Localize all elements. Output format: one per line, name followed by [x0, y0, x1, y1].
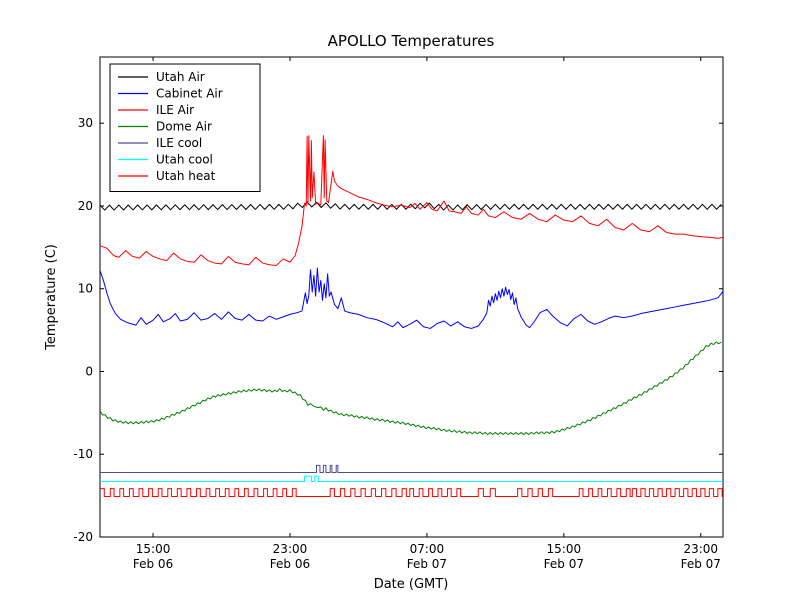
legend-box: [109, 63, 261, 192]
series-line-ile-cool: [100, 464, 723, 473]
x-tick-time: 23:00: [683, 542, 718, 556]
y-tick-label: 10: [78, 282, 93, 296]
legend-label-utah-heat: Utah heat: [156, 169, 216, 183]
x-tick-date: Feb 07: [681, 557, 721, 571]
series-line-cabinet-air: [99, 267, 724, 329]
y-tick-label: 30: [78, 116, 93, 130]
series-line-utah-air: [99, 201, 722, 211]
y-tick-label: -10: [73, 447, 93, 461]
legend-label-ile-cool: ILE cool: [156, 136, 202, 150]
legend: Utah Air Cabinet Air ILE Air Dome Air ILE co…: [109, 63, 261, 192]
series-line-utah-heat: [100, 488, 723, 497]
x-tick-time: 15:00: [136, 542, 171, 556]
series-line-utah-cool: [100, 475, 723, 483]
x-tick-time: 23:00: [273, 542, 308, 556]
x-tick-time: 15:00: [547, 542, 582, 556]
series-line-ile-air: [99, 135, 724, 267]
x-tick-time: 07:00: [410, 542, 445, 556]
y-tick-label: 0: [85, 364, 93, 378]
legend-label-dome-air: Dome Air: [156, 120, 212, 134]
legend-label-utah-cool: Utah cool: [156, 153, 213, 167]
chart-title: APOLLO Temperatures: [328, 32, 495, 50]
legend-label-cabinet-air: Cabinet Air: [156, 87, 223, 101]
y-tick-label: 20: [78, 199, 93, 213]
plot-frame: [99, 56, 724, 538]
y-tick-label: -20: [73, 530, 93, 544]
series-line-dome-air: [99, 341, 722, 436]
x-tick-date: Feb 07: [544, 557, 584, 571]
x-tick-date: Feb 06: [133, 557, 173, 571]
y-axis-label: Temperature (C): [44, 244, 59, 351]
x-tick-date: Feb 06: [270, 557, 310, 571]
x-axis-label: Date (GMT): [374, 577, 449, 592]
x-tick-date: Feb 07: [407, 557, 447, 571]
legend-label-ile-air: ILE Air: [156, 103, 194, 117]
legend-label-utah-air: Utah Air: [156, 70, 205, 84]
